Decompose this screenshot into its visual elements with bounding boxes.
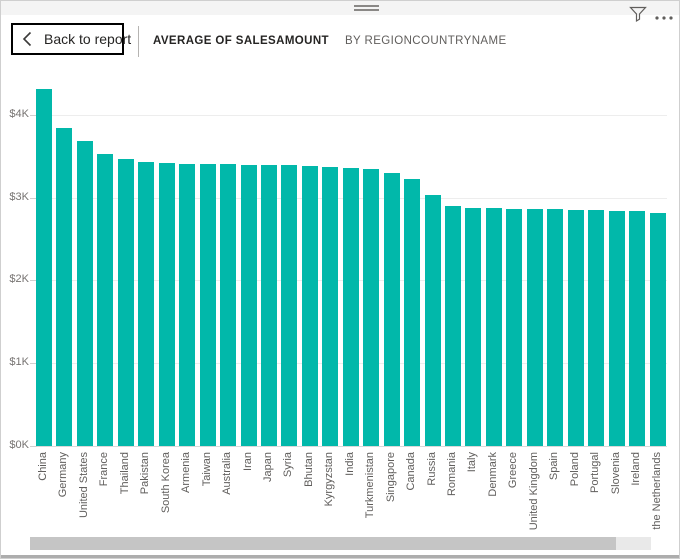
bar[interactable] <box>649 213 666 446</box>
chevron-left-icon <box>22 31 32 47</box>
bar[interactable] <box>404 179 421 446</box>
bar[interactable] <box>322 166 339 446</box>
x-axis-label: Taiwan <box>200 452 213 487</box>
bar[interactable] <box>342 167 359 446</box>
visual-title: AVERAGE OF SALESAMOUNT <box>153 35 329 47</box>
bar[interactable] <box>97 153 114 446</box>
y-axis-label: $2K <box>9 273 29 285</box>
bar[interactable] <box>424 195 441 446</box>
x-axis-label: Germany <box>57 452 70 498</box>
x-axis-label: Ireland <box>630 452 643 486</box>
x-axis-label: Poland <box>568 452 581 487</box>
x-axis-label: France <box>98 452 111 487</box>
drag-handle[interactable] <box>354 5 379 13</box>
x-axis-label: Denmark <box>486 452 499 497</box>
bar[interactable] <box>485 208 502 446</box>
y-axis-tick <box>30 363 37 364</box>
visual-subtitle: BY REGIONCOUNTRYNAME <box>344 35 507 47</box>
drag-handle-line <box>354 5 379 7</box>
x-axis-label: Spain <box>548 452 561 481</box>
bar[interactable] <box>383 172 400 446</box>
horizontal-scrollbar-track[interactable] <box>30 537 651 550</box>
top-strip <box>1 1 679 15</box>
x-axis-label: United Kingdom <box>527 452 540 531</box>
x-axis-label: Turkmenistan <box>364 452 377 519</box>
bar-chart: $0K $1K $2K $3K $4K China Germany United States… <box>1 67 679 558</box>
bar[interactable] <box>588 210 605 446</box>
bar[interactable] <box>363 168 380 446</box>
x-axis-label: Russia <box>425 452 438 486</box>
x-axis-label: Armenia <box>180 452 193 493</box>
x-axis-label: Slovenia <box>609 452 622 495</box>
y-axis-label: $4K <box>9 108 29 120</box>
bar[interactable] <box>526 209 543 446</box>
y-axis-tick <box>30 280 37 281</box>
bar[interactable] <box>158 162 175 446</box>
x-axis-label: Syria <box>282 452 295 478</box>
visual-title-row: AVERAGE OF SALESAMOUNT BY REGIONCOUNTRYN… <box>153 35 507 47</box>
bar[interactable] <box>240 164 257 446</box>
x-axis-label: Greece <box>507 452 520 489</box>
x-axis-label: Iran <box>241 452 254 471</box>
x-axis-label: Romania <box>446 452 458 497</box>
bar[interactable] <box>76 141 93 446</box>
gridline <box>37 115 667 116</box>
y-axis-label: $1K <box>9 356 29 368</box>
y-axis-tick <box>30 446 37 447</box>
x-axis-line <box>34 446 667 447</box>
bar[interactable] <box>281 165 298 446</box>
x-axis-label: Singapore <box>384 452 397 503</box>
x-axis-label: Japan <box>261 452 274 482</box>
bar[interactable] <box>260 164 277 446</box>
bar[interactable] <box>56 128 73 446</box>
x-axis-label: United States <box>77 452 90 519</box>
x-axis-label: Pakistan <box>139 452 152 495</box>
x-axis-label: Australia <box>221 452 234 495</box>
bar[interactable] <box>36 89 52 446</box>
bar[interactable] <box>117 158 134 446</box>
x-axis-label: Bhutan <box>302 452 315 487</box>
bar[interactable] <box>547 209 564 446</box>
bar[interactable] <box>506 208 523 446</box>
bar[interactable] <box>179 163 196 446</box>
bar[interactable] <box>608 210 625 446</box>
header-divider <box>138 26 139 57</box>
x-axis-label: the Netherlands <box>650 452 663 530</box>
window-bottom-edge <box>1 555 679 558</box>
bar[interactable] <box>445 205 461 446</box>
x-axis-label: South Korea <box>159 452 172 514</box>
back-to-report-label: Back to report <box>44 31 132 47</box>
bar[interactable] <box>629 211 646 446</box>
bar[interactable] <box>567 209 584 446</box>
filter-button[interactable] <box>627 4 649 26</box>
x-axis-label: Canada <box>405 452 418 491</box>
drag-handle-line <box>354 9 379 11</box>
back-to-report-button[interactable]: Back to report <box>11 23 131 55</box>
x-axis-label: Italy <box>466 452 479 473</box>
bar[interactable] <box>220 164 237 446</box>
x-axis-label: China <box>37 452 49 481</box>
y-axis-tick <box>30 198 37 199</box>
horizontal-scrollbar-thumb[interactable] <box>30 537 616 550</box>
bar[interactable] <box>465 207 482 446</box>
more-options-icon <box>654 9 674 24</box>
x-axis-label: Thailand <box>118 452 131 495</box>
y-axis-tick <box>30 115 37 116</box>
more-options-button[interactable] <box>652 9 676 23</box>
y-axis-label: $3K <box>9 191 29 203</box>
y-axis-label: $0K <box>9 439 29 451</box>
bar[interactable] <box>199 164 216 446</box>
x-axis-label: Kyrgyzstan <box>323 452 336 507</box>
x-axis-label: Portugal <box>589 452 602 493</box>
bar[interactable] <box>301 166 318 446</box>
x-axis-label: India <box>343 452 356 476</box>
filter-funnel-icon <box>628 6 648 27</box>
bar[interactable] <box>138 161 155 446</box>
